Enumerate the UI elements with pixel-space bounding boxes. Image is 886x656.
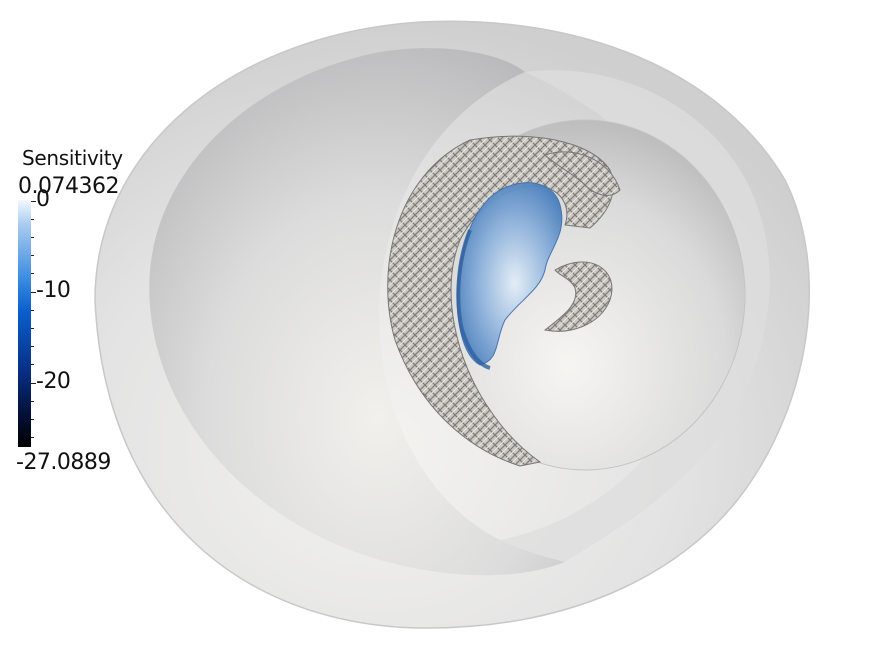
colorbar-tick	[31, 364, 34, 366]
colorbar-tick-label: -10	[36, 277, 71, 303]
left-cavity	[149, 48, 565, 576]
colorbar	[18, 200, 31, 447]
colorbar-tick-label: 0	[36, 186, 50, 212]
colorbar-tick	[31, 309, 34, 311]
legend-max-label: 0.074362	[18, 174, 119, 199]
colorbar-tick-label: -20	[36, 368, 71, 394]
colorbar-tick	[31, 437, 34, 439]
colorbar-tick	[31, 327, 34, 329]
legend-title: Sensitivity	[22, 146, 123, 170]
colorbar-tick	[31, 200, 36, 202]
colorbar-tick	[31, 382, 36, 384]
colorbar-tick	[31, 218, 34, 220]
colorbar-tick	[31, 237, 34, 239]
colorbar-tick	[31, 273, 34, 275]
mesh-fragment-top	[544, 151, 621, 196]
mesh-fragment-right	[543, 261, 613, 332]
colorbar-tick	[31, 346, 34, 348]
colorbar-tick	[31, 291, 36, 293]
legend-min-label: -27.0889	[16, 450, 111, 475]
sensitivity-rim	[456, 229, 491, 370]
colorbar-tick	[31, 418, 34, 420]
colorbar-tick	[31, 255, 34, 257]
colorbar-tick	[31, 400, 34, 402]
